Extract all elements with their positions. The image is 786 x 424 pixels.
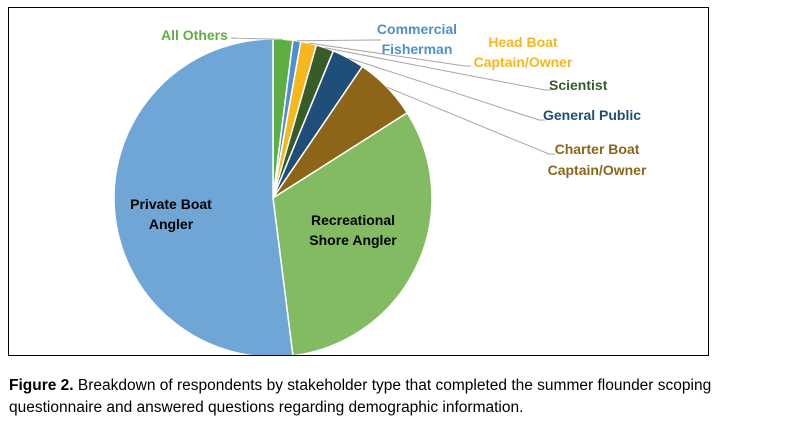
label-charter-line2: Captain/Owner — [548, 162, 647, 178]
leader-line-scientist — [324, 47, 551, 91]
leader-line-all-others — [230, 37, 283, 40]
label-scientist: Scientist — [549, 77, 608, 93]
pie-slice-recreational-shore-angler — [272, 111, 433, 355]
caption-prefix: Figure 2. — [9, 377, 74, 394]
label-private-line2: Angler — [149, 216, 194, 232]
label-charter-line1: Charter Boat — [555, 141, 640, 157]
label-private-line1: Private Boat — [130, 196, 212, 212]
label-shore-line2: Shore Angler — [309, 232, 397, 248]
leader-lines — [230, 37, 555, 155]
label-head-boat-line2: Captain/Owner — [474, 54, 573, 70]
leader-line-head-boat-captain-owner — [308, 42, 471, 67]
caption-text: Breakdown of respondents by stakeholder … — [9, 377, 712, 416]
label-all-others: All Others — [161, 27, 228, 43]
chart-frame: All Others Commercial Fisherman Head Boa… — [8, 7, 709, 356]
leader-line-commercial-fisherman — [296, 39, 381, 42]
label-shore-line1: Recreational — [311, 212, 395, 228]
leader-line-general-public — [348, 57, 545, 121]
pie-slice-private-boat-angler — [113, 38, 294, 355]
label-commercial-line1: Commercial — [377, 21, 457, 37]
figure-caption: Figure 2. Breakdown of respondents by st… — [9, 375, 779, 419]
label-head-boat-line1: Head Boat — [488, 34, 558, 50]
pie-slices — [113, 38, 433, 355]
leader-line-charter-boat-captain-owner — [386, 86, 555, 155]
label-general-public: General Public — [543, 107, 641, 123]
pie-chart: All Others Commercial Fisherman Head Boa… — [113, 21, 647, 355]
label-commercial-line2: Fisherman — [382, 41, 453, 57]
